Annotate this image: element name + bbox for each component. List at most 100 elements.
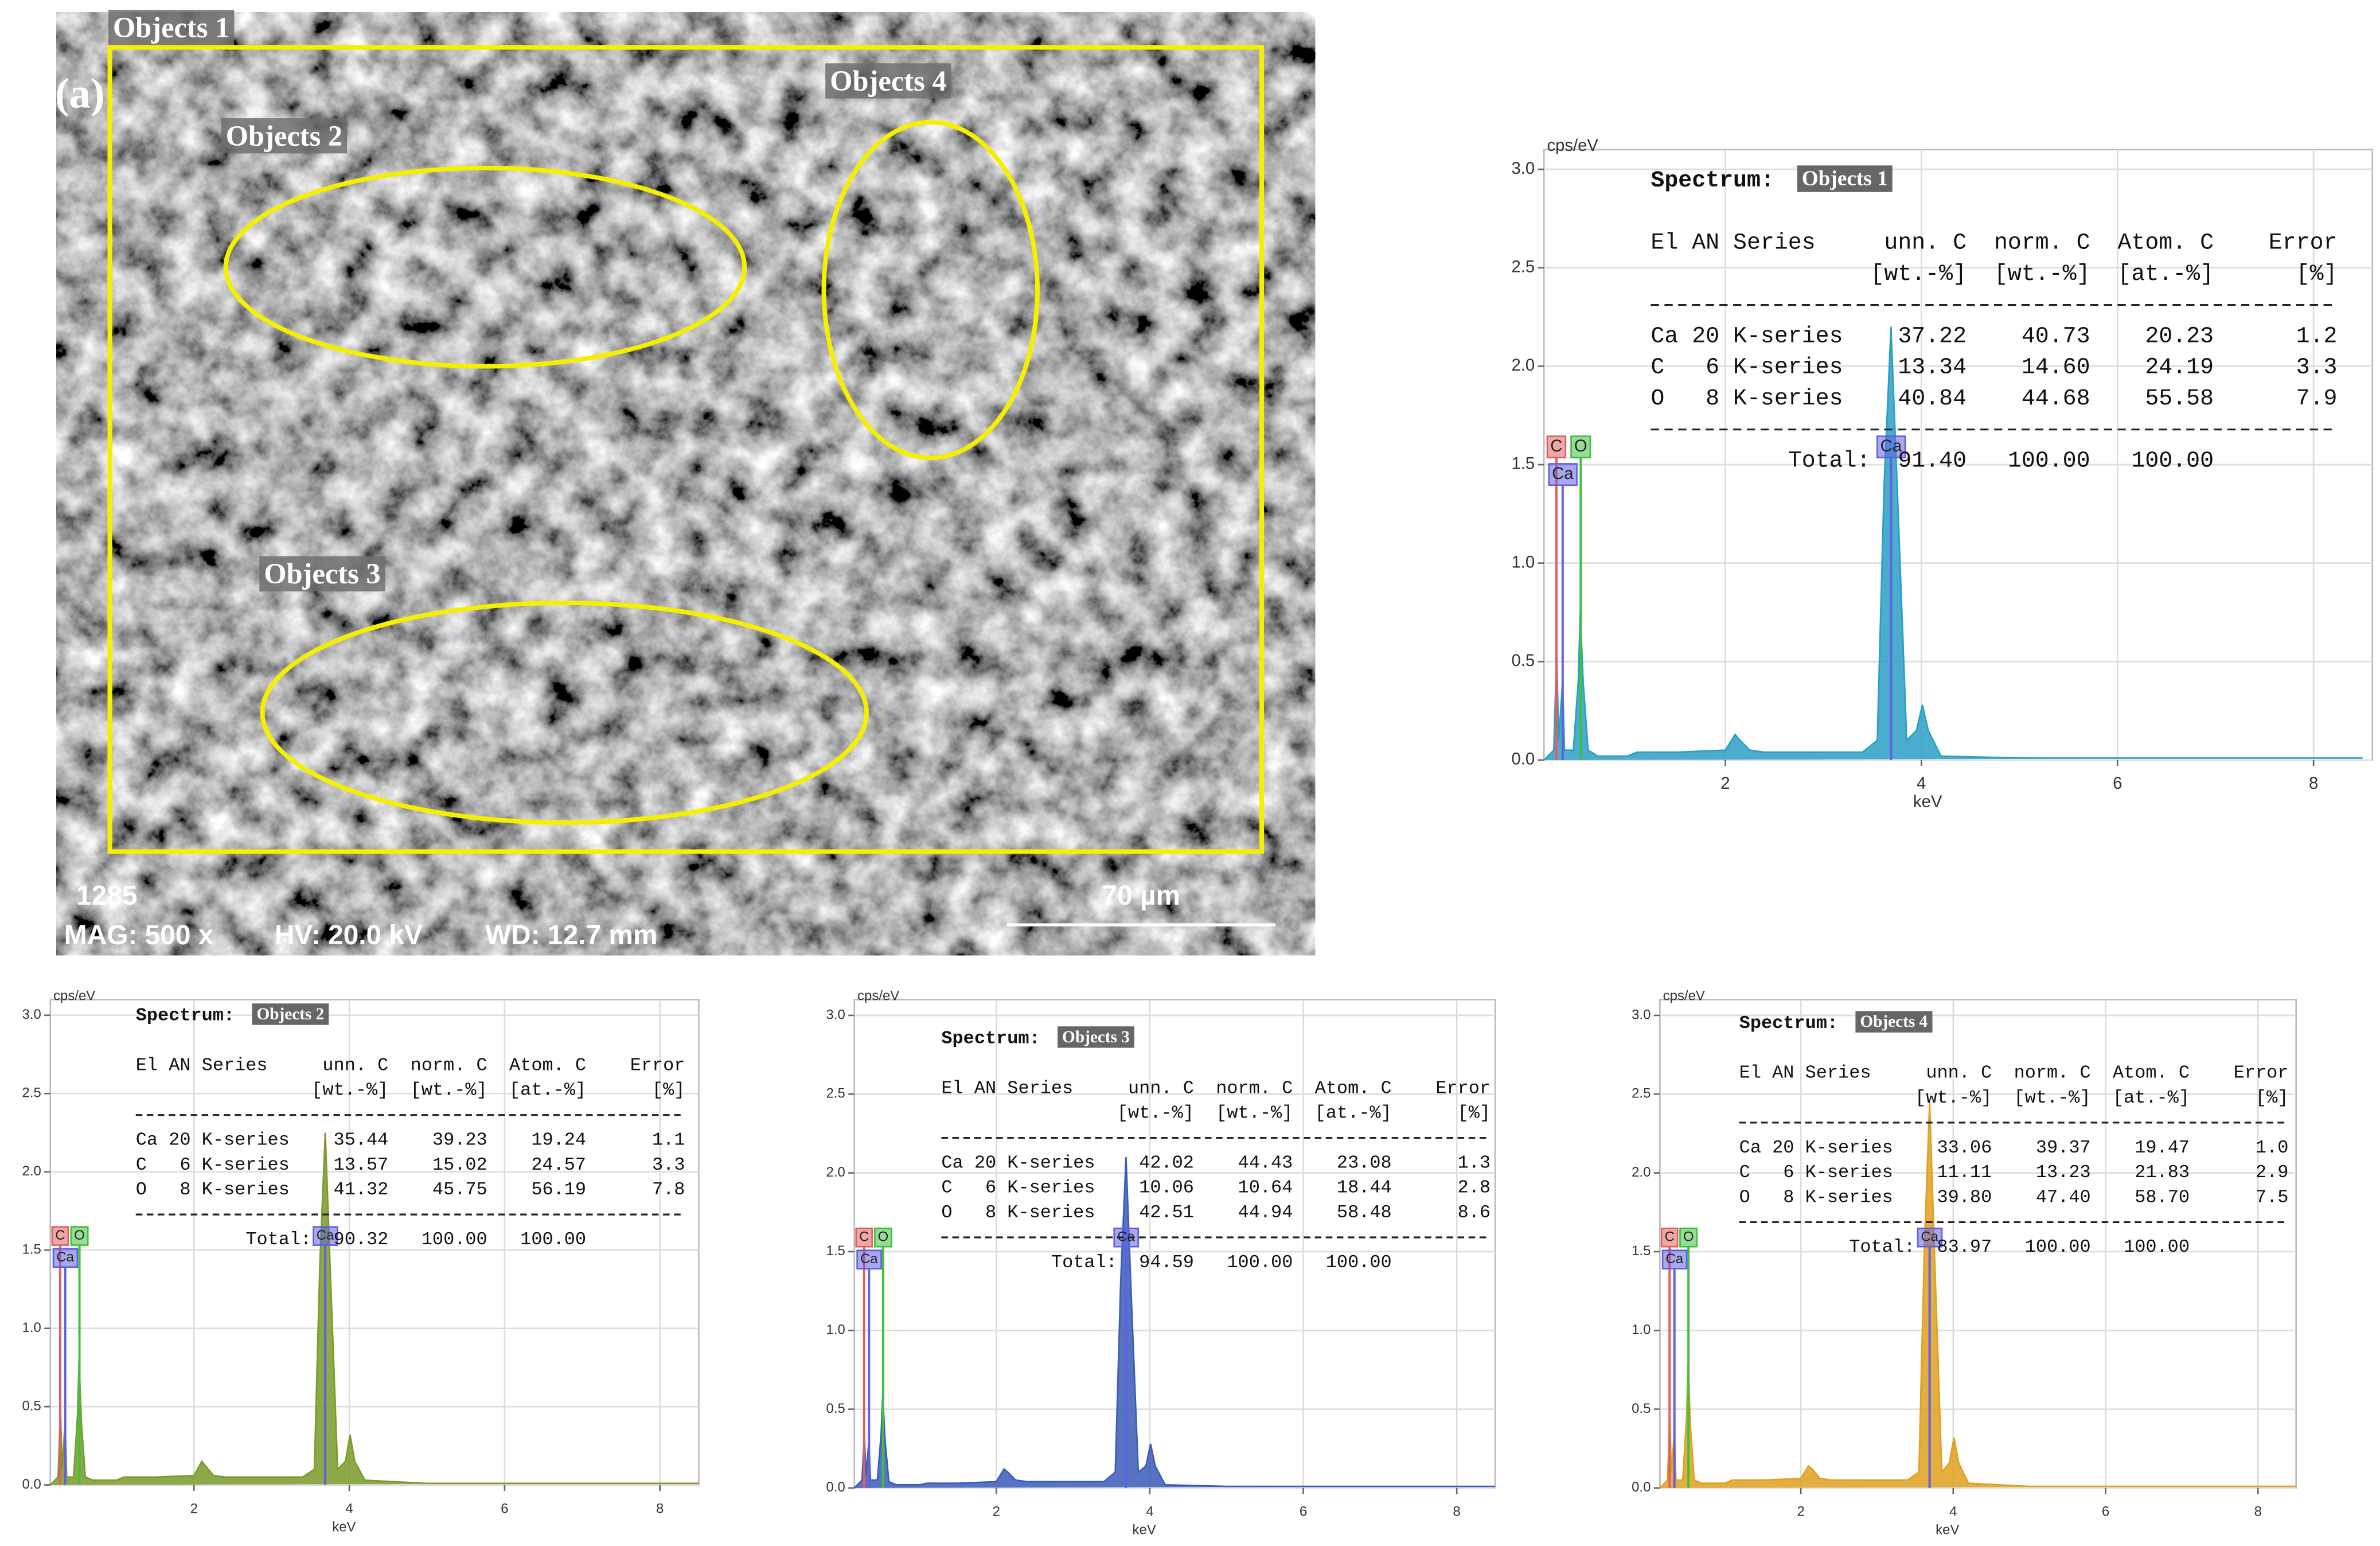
table-cell: [%] — [2256, 1087, 2288, 1108]
marker-box — [1661, 1249, 1688, 1269]
table-cell: O — [1651, 385, 1664, 411]
marker-label: C — [859, 1229, 869, 1245]
y-tick-label: 3.0 — [826, 1007, 845, 1022]
mag: MAG: 500 x — [64, 920, 214, 951]
y-tick-label: 2.0 — [1512, 356, 1535, 375]
table-cell: 2.8 — [1458, 1177, 1491, 1198]
y-axis-label: cps/eV — [1663, 988, 1705, 1004]
spectrum-area — [1659, 1102, 2296, 1489]
table-cell: K-series — [1805, 1162, 1893, 1183]
region-rect — [107, 45, 1265, 854]
y-tick-label: 1.5 — [826, 1243, 845, 1259]
table-cell: Error — [1435, 1077, 1491, 1099]
y-tick-label: 2.0 — [1632, 1165, 1651, 1180]
marker-label: O — [878, 1229, 889, 1245]
table-cell: K-series — [1805, 1186, 1893, 1208]
table-cell: Ca — [136, 1129, 158, 1150]
table-cell: 3.3 — [2296, 355, 2338, 380]
table-cell: 8.6 — [1458, 1202, 1491, 1223]
x-tick-label: 6 — [1300, 1504, 1307, 1520]
table-cell: norm. C — [2014, 1062, 2091, 1084]
table-cell: norm. C — [1216, 1077, 1293, 1099]
table-cell: norm. C — [411, 1054, 487, 1076]
y-tick-label: 1.5 — [1512, 455, 1535, 473]
table-cell: O — [941, 1202, 952, 1223]
table-cell: 24.19 — [2145, 355, 2214, 380]
table-cell: Total: — [1849, 1236, 1915, 1257]
table-cell: 44.94 — [1238, 1202, 1293, 1223]
y-tick-label: 2.5 — [1632, 1086, 1651, 1101]
x-axis-label: keV — [332, 1519, 356, 1535]
marker-box — [1876, 435, 1906, 459]
y-tick-label: 0.0 — [1632, 1479, 1651, 1495]
marker-label: C — [1550, 437, 1562, 455]
x-tick-label: 2 — [993, 1504, 1000, 1520]
y-tick-label: 2.5 — [22, 1085, 41, 1101]
x-tick-label: 6 — [501, 1501, 508, 1516]
table-cell: unn. C — [1884, 230, 1967, 256]
table-cell: [at.-%] — [1315, 1103, 1392, 1124]
table-cell: 47.40 — [2036, 1186, 2091, 1208]
table-cell: Atom. C — [2113, 1062, 2190, 1084]
table-cell: 13.34 — [1898, 355, 1967, 380]
table-cell: 8 — [1706, 385, 1719, 411]
table-cell: 44.43 — [1238, 1152, 1293, 1173]
table-cell: 20.23 — [2145, 323, 2214, 349]
table-cell: El — [1651, 230, 1678, 256]
y-tick-label: 0.5 — [1632, 1401, 1651, 1416]
region-label-box — [825, 63, 951, 99]
y-axis-label: cps/eV — [857, 988, 899, 1004]
table-cell: 83.97 — [1937, 1236, 1992, 1257]
table-cell: 42.51 — [1139, 1202, 1194, 1223]
y-tick-label: 1.0 — [826, 1322, 845, 1338]
table-cell: K-series — [1805, 1137, 1893, 1158]
table-cell: 45.75 — [432, 1179, 487, 1200]
table-cell: K-series — [1007, 1177, 1095, 1198]
region-ellipse — [821, 119, 1040, 461]
plot-area — [49, 999, 700, 1486]
table-cell: 8 — [180, 1179, 190, 1200]
region-ellipse — [260, 600, 869, 825]
table-cell: [wt.-%] — [411, 1080, 487, 1101]
marker-label: Ca — [1665, 1251, 1683, 1267]
spectrum-area — [1543, 326, 2363, 761]
plot-area — [1543, 149, 2374, 761]
table-cell: Error — [2234, 1062, 2289, 1084]
table-cell: Atom. C — [2117, 230, 2214, 256]
table-cell: Error — [630, 1054, 685, 1076]
table-cell: 33.06 — [1937, 1137, 1992, 1158]
y-tick-label: 0.0 — [22, 1477, 41, 1492]
table-cell: 14.60 — [2022, 355, 2090, 380]
table-cell: K-series — [1733, 355, 1843, 380]
table-cell: 19.47 — [2135, 1137, 2190, 1158]
table-cell: Error — [2269, 230, 2338, 256]
table-cell: 2.9 — [2256, 1162, 2288, 1183]
marker-box — [873, 1227, 892, 1248]
marker-box — [1548, 463, 1578, 486]
marker-label: Ca — [860, 1251, 878, 1267]
table-cell: 7.5 — [2256, 1186, 2288, 1208]
table-cell: Series — [202, 1054, 268, 1076]
table-cell: 100.00 — [1227, 1252, 1293, 1273]
marker-label: O — [74, 1228, 85, 1243]
marker-label: Ca — [1552, 465, 1574, 483]
table-cell: 20 — [169, 1129, 190, 1150]
table-cell: 39.80 — [1937, 1186, 1992, 1208]
marker-label: Ca — [56, 1249, 74, 1265]
table-cell: 7.8 — [652, 1179, 685, 1200]
y-tick-label: 0.5 — [1512, 652, 1535, 670]
marker-label: O — [1683, 1229, 1694, 1245]
table-cell: K-series — [202, 1154, 290, 1175]
table-cell: 91.40 — [1898, 447, 1967, 473]
table-cell: El — [941, 1077, 963, 1099]
marker-label: Ca — [1921, 1229, 1938, 1245]
table-cell: 6 — [985, 1177, 996, 1198]
table-cell: K-series — [1007, 1152, 1095, 1173]
table-cell: 100.00 — [2131, 447, 2214, 473]
table-cell: 37.22 — [1898, 323, 1967, 349]
table-cell: C — [136, 1154, 147, 1175]
y-tick-label: 2.0 — [22, 1163, 41, 1179]
table-cell: 40.73 — [2022, 323, 2090, 349]
table-cell: unn. C — [322, 1054, 388, 1076]
